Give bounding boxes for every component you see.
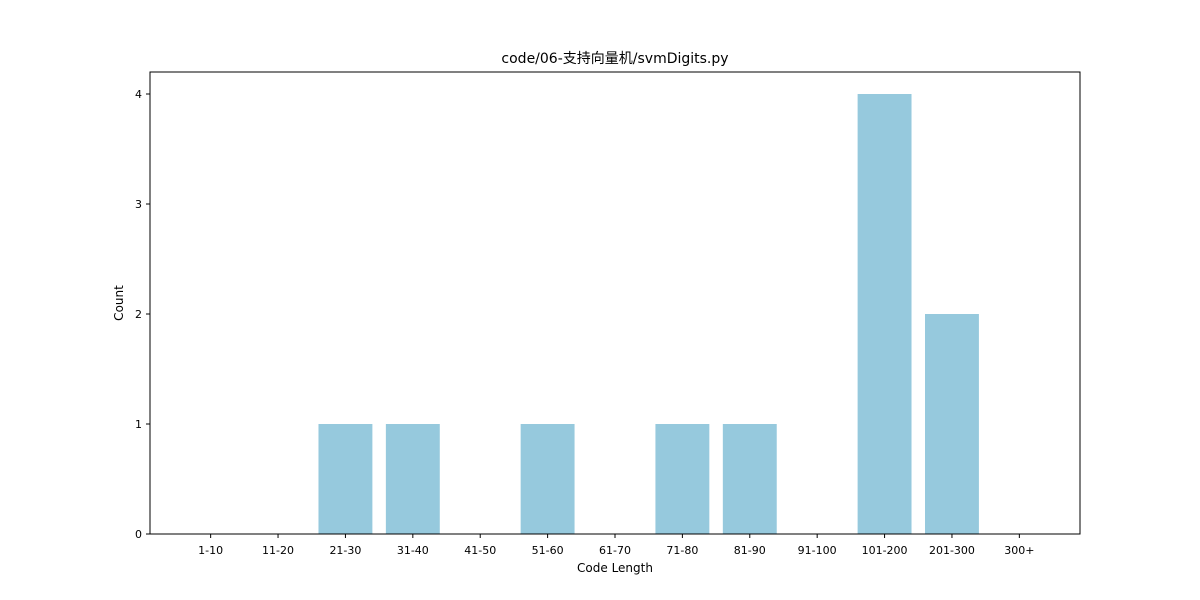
x-tick-label: 1-10 <box>198 544 223 557</box>
bar-101-200 <box>857 94 912 534</box>
x-tick-label: 21-30 <box>329 544 361 557</box>
x-tick-label: 41-50 <box>464 544 496 557</box>
y-tick-label: 0 <box>135 528 142 541</box>
y-tick-label: 4 <box>135 88 142 101</box>
bar-31-40 <box>385 424 440 534</box>
y-axis-label: Count <box>112 285 126 321</box>
x-tick-label: 11-20 <box>262 544 294 557</box>
y-tick-label: 3 <box>135 198 142 211</box>
y-tick-label: 2 <box>135 308 142 321</box>
x-tick-label: 81-90 <box>734 544 766 557</box>
bar-21-30 <box>318 424 373 534</box>
bars-group <box>318 94 979 534</box>
chart-title: code/06-支持向量机/svmDigits.py <box>501 51 728 67</box>
x-tick-label: 71-80 <box>666 544 698 557</box>
bar-71-80 <box>655 424 710 534</box>
y-tick-label: 1 <box>135 418 142 431</box>
x-axis-label: Code Length <box>577 561 653 575</box>
x-axis: 1-10 11-20 21-30 31-40 41-50 51-60 61-70 71-80 8… <box>198 534 1034 557</box>
x-tick-label: 300+ <box>1004 544 1034 557</box>
x-tick-label: 201-300 <box>929 544 975 557</box>
bar-51-60 <box>520 424 575 534</box>
x-tick-label: 91-100 <box>798 544 837 557</box>
x-tick-label: 101-200 <box>862 544 908 557</box>
y-axis: 0 1 2 3 4 <box>135 88 150 541</box>
bar-81-90 <box>722 424 777 534</box>
x-tick-label: 31-40 <box>397 544 429 557</box>
bar-201-300 <box>925 314 979 534</box>
x-tick-label: 61-70 <box>599 544 631 557</box>
x-tick-label: 51-60 <box>532 544 564 557</box>
